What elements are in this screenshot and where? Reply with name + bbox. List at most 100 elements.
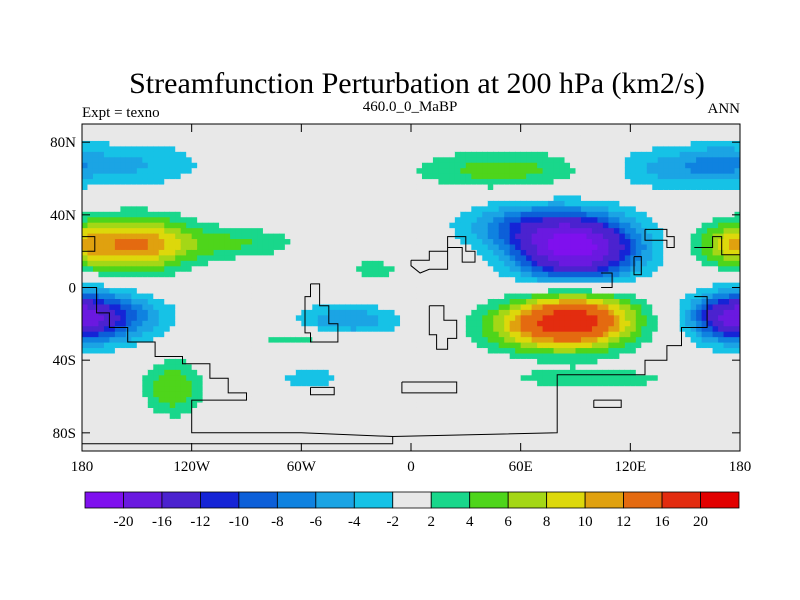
field-cell xyxy=(180,374,187,381)
field-cell xyxy=(372,385,379,392)
field-cell xyxy=(411,314,418,321)
field-cell xyxy=(339,167,346,174)
field-cell xyxy=(109,265,116,272)
field-cell xyxy=(158,124,165,131)
field-cell xyxy=(92,445,100,451)
field-cell xyxy=(378,423,385,430)
field-cell xyxy=(279,336,286,343)
field-cell xyxy=(498,320,505,327)
field-cell xyxy=(180,254,187,261)
field-cell xyxy=(131,265,138,272)
field-cell xyxy=(372,156,379,163)
field-cell xyxy=(504,374,511,381)
field-cell xyxy=(449,233,456,240)
field-cell xyxy=(312,412,319,419)
field-cell xyxy=(202,183,209,190)
field-cell xyxy=(224,162,231,169)
field-cell xyxy=(114,440,121,447)
field-cell xyxy=(279,358,286,365)
field-cell xyxy=(208,287,215,294)
field-cell xyxy=(460,352,467,359)
field-cell xyxy=(103,342,111,349)
field-cell xyxy=(136,380,143,387)
field-cell xyxy=(295,194,302,201)
field-cell xyxy=(273,178,280,185)
field-cell xyxy=(301,243,308,250)
field-cell xyxy=(323,287,330,294)
field-cell xyxy=(454,347,461,354)
field-cell xyxy=(509,298,516,305)
field-cell xyxy=(312,303,319,310)
field-cell xyxy=(487,282,494,289)
field-cell xyxy=(504,162,511,169)
field-cell xyxy=(208,363,215,370)
field-cell xyxy=(515,183,522,190)
field-cell xyxy=(284,265,291,272)
field-cell xyxy=(268,178,275,185)
field-cell xyxy=(421,129,429,136)
field-cell xyxy=(520,124,527,131)
field-cell xyxy=(432,124,440,131)
field-cell xyxy=(295,205,302,212)
field-cell xyxy=(213,380,220,387)
field-cell xyxy=(175,238,182,245)
field-cell xyxy=(323,276,330,283)
field-cell xyxy=(449,156,456,163)
field-cell xyxy=(482,287,489,294)
field-cell xyxy=(394,167,401,174)
field-cell xyxy=(449,265,456,272)
field-cell xyxy=(520,151,527,158)
field-cell xyxy=(339,124,346,131)
field-cell xyxy=(487,445,494,451)
field-cell xyxy=(175,418,182,425)
field-cell xyxy=(219,134,226,141)
field-cell xyxy=(520,434,527,441)
field-cell xyxy=(142,124,149,131)
field-cell xyxy=(389,347,396,354)
field-cell xyxy=(438,320,445,327)
field-cell xyxy=(460,282,467,289)
field-cell xyxy=(213,429,220,436)
field-cell xyxy=(230,303,237,310)
field-cell xyxy=(92,233,100,240)
field-cell xyxy=(471,282,478,289)
field-cell xyxy=(454,173,461,180)
field-cell xyxy=(498,309,505,316)
field-cell xyxy=(317,440,324,447)
field-cell xyxy=(476,352,483,359)
field-cell xyxy=(400,238,407,245)
field-cell xyxy=(471,194,478,201)
field-cell xyxy=(290,391,297,398)
field-cell xyxy=(531,140,538,147)
field-cell xyxy=(421,124,429,131)
field-cell xyxy=(432,423,440,430)
field-cell xyxy=(515,385,522,392)
field-cell xyxy=(328,418,335,425)
field-cell xyxy=(164,189,171,196)
field-cell xyxy=(487,167,494,174)
field-cell xyxy=(531,134,538,141)
field-cell xyxy=(323,347,330,354)
field-cell xyxy=(312,325,319,332)
field-cell xyxy=(230,162,237,169)
field-cell xyxy=(449,216,456,223)
field-cell xyxy=(471,287,478,294)
field-cell xyxy=(191,129,198,136)
field-cell xyxy=(136,189,143,196)
field-cell xyxy=(98,200,105,207)
field-cell xyxy=(290,440,297,447)
field-cell xyxy=(213,418,220,425)
field-cell xyxy=(87,347,94,354)
field-cell xyxy=(109,156,116,163)
field-cell xyxy=(290,292,297,299)
field-cell xyxy=(471,407,478,414)
field-cell xyxy=(268,358,275,365)
field-cell xyxy=(186,445,193,451)
field-cell xyxy=(438,314,445,321)
field-cell xyxy=(175,183,182,190)
field-cell xyxy=(120,189,127,196)
field-cell xyxy=(208,254,215,261)
field-cell xyxy=(262,173,270,180)
field-cell xyxy=(92,434,100,441)
field-cell xyxy=(164,347,171,354)
